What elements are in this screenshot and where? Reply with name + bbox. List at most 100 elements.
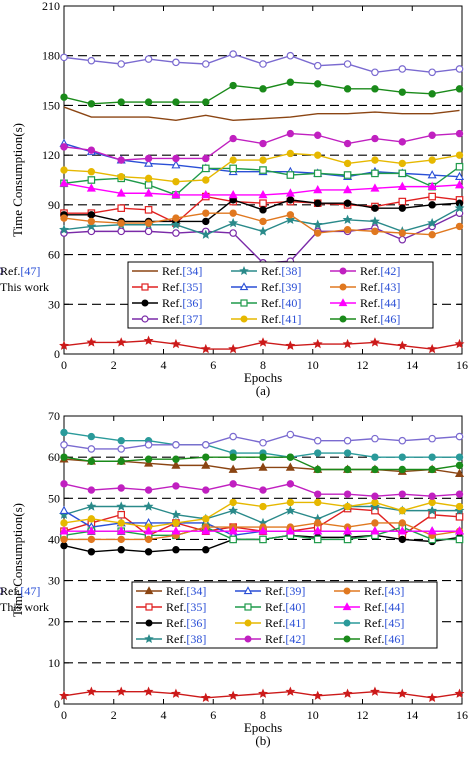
marker — [60, 53, 68, 62]
marker — [343, 449, 352, 457]
legend-ref: [39] — [285, 584, 305, 598]
marker — [398, 65, 407, 73]
marker — [428, 465, 436, 474]
marker — [202, 515, 210, 523]
marker — [427, 526, 437, 535]
marker — [141, 283, 149, 291]
legend-ref: [47] — [20, 264, 40, 278]
marker — [428, 498, 436, 507]
marker — [397, 340, 408, 350]
marker — [229, 164, 237, 173]
marker — [171, 688, 181, 698]
marker — [398, 169, 407, 178]
marker — [371, 68, 379, 77]
marker — [428, 90, 436, 98]
legend-label: Ref.[41] — [261, 312, 301, 326]
series-line — [63, 106, 460, 122]
marker — [314, 229, 322, 237]
marker — [228, 189, 238, 199]
marker — [172, 154, 180, 163]
marker — [59, 178, 69, 187]
marker — [455, 490, 464, 498]
legend-prefix: Ref. — [166, 584, 186, 598]
legend-entry: Ref.[44] — [334, 600, 404, 614]
marker — [398, 204, 406, 212]
legend-label: Ref.[40] — [261, 296, 301, 310]
marker — [202, 154, 210, 163]
marker — [144, 55, 153, 63]
marker — [343, 502, 352, 511]
marker — [117, 535, 125, 544]
marker — [343, 171, 352, 179]
marker — [143, 335, 154, 345]
marker — [259, 60, 267, 68]
marker — [201, 460, 211, 469]
series-42 — [60, 129, 464, 164]
marker — [117, 445, 126, 453]
marker — [87, 535, 96, 544]
legend-entry: Ref.[46] — [334, 632, 404, 646]
marker — [454, 688, 465, 698]
legend-prefix: Ref. — [0, 264, 20, 278]
legend-prefix: Ref. — [166, 600, 186, 614]
marker — [455, 151, 464, 159]
marker — [87, 56, 96, 65]
legend-entry: Ref.[41] — [231, 312, 301, 326]
marker — [398, 138, 406, 146]
marker — [314, 151, 322, 159]
marker — [343, 85, 352, 93]
legend-label: Ref.[35] — [166, 600, 206, 614]
marker — [87, 146, 96, 154]
marker — [117, 546, 125, 554]
marker — [200, 229, 211, 239]
marker — [141, 315, 149, 323]
marker — [258, 226, 268, 236]
marker — [342, 688, 353, 698]
marker — [428, 230, 436, 239]
marker — [371, 156, 379, 164]
marker — [60, 440, 68, 449]
legend-entry: This work — [0, 600, 49, 614]
marker — [201, 440, 210, 449]
marker — [86, 501, 97, 511]
legend-prefix: Ref. — [364, 600, 384, 614]
marker — [454, 171, 465, 181]
marker — [144, 526, 154, 535]
series-38 — [59, 202, 465, 239]
marker — [240, 315, 248, 323]
marker — [116, 188, 126, 197]
marker — [87, 217, 96, 226]
legend-label: Ref.[34] — [166, 584, 206, 598]
marker — [398, 535, 406, 544]
marker — [286, 129, 295, 138]
x-tick-label: 6 — [210, 708, 216, 722]
series-46 — [60, 453, 464, 474]
marker — [286, 78, 295, 86]
marker — [145, 619, 153, 627]
marker — [427, 505, 438, 515]
legend-ref: [41] — [281, 312, 301, 326]
marker — [229, 81, 237, 90]
legend-ref: [43] — [384, 584, 404, 598]
marker — [455, 65, 464, 73]
marker — [343, 226, 352, 234]
marker — [172, 519, 180, 527]
marker — [171, 460, 181, 469]
marker — [59, 224, 69, 234]
marker — [259, 217, 267, 226]
marker — [314, 465, 322, 474]
marker — [370, 216, 380, 226]
legend-entry: Ref.[37] — [132, 312, 202, 326]
marker — [314, 80, 322, 88]
legend-ref: [34] — [182, 264, 202, 278]
legend-prefix: Ref. — [261, 264, 281, 278]
marker — [116, 526, 126, 535]
marker — [428, 192, 436, 201]
marker — [171, 509, 181, 519]
marker — [117, 510, 126, 519]
legend-entry: Ref.[36] — [132, 296, 202, 310]
marker — [229, 480, 237, 488]
marker — [202, 546, 210, 554]
marker — [172, 229, 180, 237]
legend-label: Ref.[42] — [360, 264, 400, 278]
